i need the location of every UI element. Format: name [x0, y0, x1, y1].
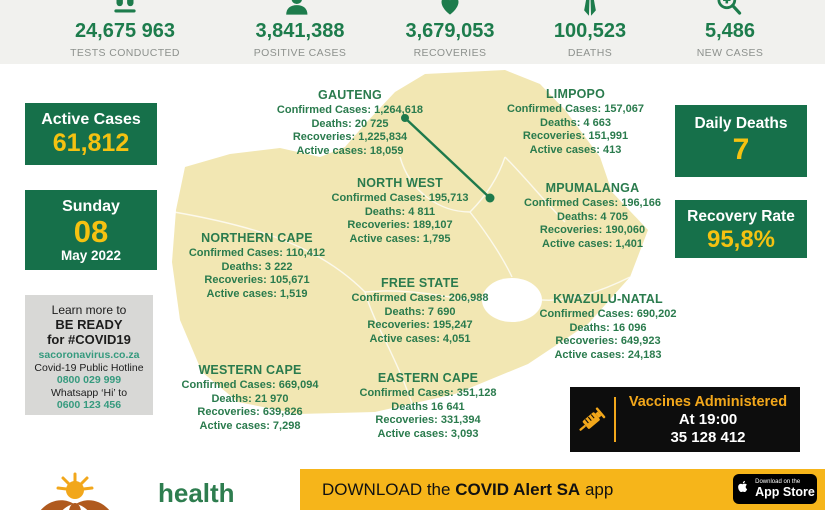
stat-value: 3,679,053: [405, 20, 495, 42]
south-africa-map: [172, 70, 648, 414]
active-cases-title: Active Cases: [41, 111, 141, 128]
top-stats-bar: 24,675 963 TESTS CONDUCTED 3,841,388 POS…: [0, 0, 825, 64]
positive-cases-icon: [220, 0, 380, 18]
province-eastern-cape: EASTERN CAPE Confirmed Cases: 351,128 De…: [333, 371, 523, 441]
stat-label: DEATHS: [567, 47, 613, 59]
hotline-number: 0800 029 999: [56, 374, 122, 386]
province-western-cape: WESTERN CAPE Confirmed Cases: 669,094 De…: [155, 363, 345, 433]
stat-label: RECOVERIES: [413, 47, 487, 59]
daily-deaths-box: Daily Deaths 7: [675, 105, 807, 177]
province-limpopo: LIMPOPO Confirmed Cases: 157,067 Deaths:…: [478, 87, 673, 157]
appstore-tagline: Download on the: [755, 479, 801, 486]
province-name: WESTERN CAPE: [198, 363, 302, 377]
daily-deaths-title: Daily Deaths: [694, 115, 788, 132]
vaccines-title: Vaccines Administered: [628, 393, 788, 410]
whatsapp-label: Whatsapp ‘Hi’ to: [50, 387, 128, 399]
vaccines-value: 35 128 412: [670, 428, 746, 446]
download-banner: DOWNLOAD the COVID Alert SA app Download…: [300, 469, 825, 510]
province-name: NORTHERN CAPE: [201, 231, 313, 245]
syringe-icon: [570, 403, 614, 437]
province-name: MPUMALANGA: [545, 181, 640, 195]
vaccines-administered-box: Vaccines Administered At 19:00 35 128 41…: [570, 387, 800, 452]
apple-icon: [735, 479, 750, 499]
active-cases-box: Active Cases 61,812: [25, 103, 157, 165]
learn-more-box: Learn more to BE READY for #COVID19 saco…: [25, 295, 153, 415]
lesotho-cutout: [482, 278, 542, 322]
stat-label: NEW CASES: [696, 47, 764, 59]
date-month-year: May 2022: [60, 248, 122, 263]
active-cases-value: 61,812: [52, 129, 130, 157]
appstore-label: App Store: [755, 485, 815, 500]
recoveries-icon: [370, 0, 530, 18]
website-link[interactable]: sacoronavirus.co.za: [38, 349, 140, 361]
stat-deaths: 100,523 DEATHS: [510, 0, 670, 59]
province-name: EASTERN CAPE: [377, 371, 479, 385]
province-mpumalanga: MPUMALANGA Confirmed Cases: 196,166 Deat…: [495, 181, 690, 251]
date-day: 08: [73, 214, 109, 249]
stat-value: 100,523: [553, 20, 627, 42]
province-northern-cape: NORTHERN CAPE Confirmed Cases: 110,412 D…: [162, 231, 352, 301]
download-text: DOWNLOAD the COVID Alert SA app: [322, 479, 614, 499]
stat-tests-conducted: 24,675 963 TESTS CONDUCTED: [45, 0, 205, 59]
province-name: NORTH WEST: [356, 176, 444, 190]
map-outline: [172, 70, 648, 414]
daily-deaths-value: 7: [732, 133, 750, 166]
province-name: KWAZULU-NATAL: [553, 292, 663, 306]
hotline-label: Covid-19 Public Hotline: [34, 362, 144, 374]
province-free-state: FREE STATE Confirmed Cases: 206,988 Deat…: [330, 276, 510, 346]
stat-value: 24,675 963: [74, 20, 176, 42]
recovery-rate-value: 95,8%: [706, 226, 776, 253]
vaccines-time: At 19:00: [678, 410, 738, 428]
recovery-rate-title: Recovery Rate: [687, 208, 795, 225]
tests-conducted-icon: [45, 0, 205, 18]
health-brand-label: health: [158, 478, 235, 508]
province-name: GAUTENG: [318, 88, 382, 102]
whatsapp-number: 0600 123 456: [56, 399, 122, 411]
date-box: Sunday 08 May 2022: [25, 190, 157, 270]
province-name: LIMPOPO: [545, 87, 606, 101]
stat-value: 3,841,388: [255, 20, 345, 42]
province-north-west: NORTH WEST Confirmed Cases: 195,713 Deat…: [305, 176, 495, 246]
province-gauteng: GAUTENG Confirmed Cases: 1,264,618 Death…: [245, 88, 455, 158]
stat-positive-cases: 3,841,388 POSITIVE CASES: [220, 0, 380, 59]
new-cases-icon: [650, 0, 810, 18]
app-store-badge[interactable]: Download on the App Store: [733, 474, 817, 504]
province-kwazulu-natal: KWAZULU-NATAL Confirmed Cases: 690,202 D…: [513, 292, 703, 362]
date-weekday: Sunday: [62, 198, 120, 215]
stat-label: TESTS CONDUCTED: [70, 47, 180, 59]
vaccines-divider: [614, 397, 616, 442]
recovery-rate-box: Recovery Rate 95,8%: [675, 200, 807, 258]
stat-new-cases: 5,486 NEW CASES: [650, 0, 810, 59]
gauteng-leader-line: [401, 114, 495, 203]
province-name: FREE STATE: [381, 276, 459, 290]
deaths-icon: [510, 0, 670, 18]
sa-coat-of-arms-logo: [28, 470, 123, 510]
stat-label: POSITIVE CASES: [253, 47, 347, 59]
stat-value: 5,486: [704, 20, 756, 42]
stat-recoveries: 3,679,053 RECOVERIES: [370, 0, 530, 59]
